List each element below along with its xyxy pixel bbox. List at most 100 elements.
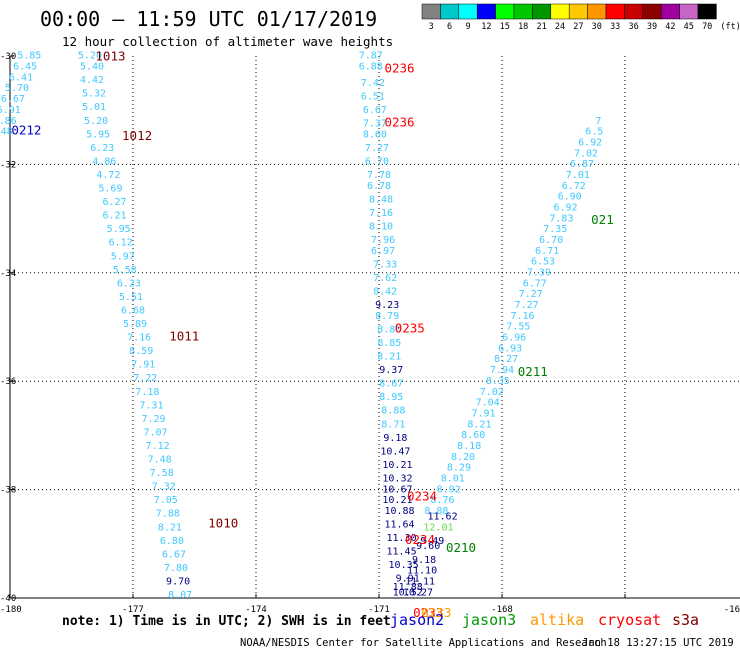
pass-label: 0233 <box>421 605 451 620</box>
wave-height-value: 7.02 <box>480 387 504 398</box>
wave-height-value: 6.80 <box>160 536 184 547</box>
satellite-cryosat: cryosat <box>598 611 661 629</box>
legend-label: 30 <box>592 22 602 32</box>
wave-height-value: 7.02 <box>574 148 598 159</box>
legend-swatch <box>421 3 441 20</box>
pass-label: 0235 <box>395 320 425 335</box>
wave-height-value: 12.01 <box>423 522 453 533</box>
wave-height-value: 11.10 <box>407 566 437 577</box>
wave-height-value: 7.35 <box>543 224 567 235</box>
legend-label: 27 <box>573 22 583 32</box>
wave-height-value: 9.91 <box>396 574 420 585</box>
wave-height-value: 8.60 <box>363 129 387 140</box>
legend-label: 39 <box>647 22 657 32</box>
wave-height-value: 7.05 <box>154 495 178 506</box>
wave-height-value: 5.20 <box>84 116 108 127</box>
wave-height-value: 8.95 <box>379 392 403 403</box>
wave-height-value: 6.12 <box>109 238 133 249</box>
satellite-tracks: 5.856.456.415.706.675.915.866.48 5.205.40… <box>0 51 603 601</box>
wave-height-value: 7.37 <box>363 118 387 129</box>
lon-label: -168 <box>491 605 513 615</box>
satellite-legend: jason2 jason3 altika cryosat s3a <box>390 611 699 629</box>
wave-height-value: 5.20 <box>78 51 102 62</box>
wave-height-value: 7.91 <box>472 408 496 419</box>
wave-height-value: 9.18 <box>383 433 407 444</box>
pass-label: 0212 <box>11 123 41 138</box>
wave-height-value: 7.78 <box>367 170 391 181</box>
wave-height-value: 11.45 <box>386 547 416 558</box>
legend-label: 18 <box>518 22 528 32</box>
lat-label: -30 <box>0 52 16 62</box>
wave-height-value: 7.39 <box>527 268 551 279</box>
wave-height-value: 6.68 <box>121 305 145 316</box>
footer-credit: NOAA/NESDIS Center for Satellite Applica… <box>240 637 607 649</box>
wave-height-value: 7.33 <box>373 259 397 270</box>
wave-height-value: 7.29 <box>141 414 165 425</box>
wave-height-value: 8.01 <box>441 473 465 484</box>
pass-label: 021 <box>591 212 614 227</box>
wave-height-value: 7.27 <box>365 143 389 154</box>
wave-height-value: 7.16 <box>369 208 393 219</box>
legend-label: 45 <box>684 22 694 32</box>
pass-label: 0234 <box>405 532 435 547</box>
track-0211: 8.888.768.928.018.298.208.188.608.217.91… <box>424 116 603 517</box>
track-1013-right: 5.205.404.425.325.015.205.956.234.864.72… <box>78 51 192 601</box>
wave-height-value: 7.32 <box>152 482 176 493</box>
wave-height-value: 9.60 <box>416 541 440 552</box>
wave-height-value: 8.80 <box>377 324 401 335</box>
map-title: 00:00 — 11:59 UTC 01/17/2019 <box>40 7 377 31</box>
legend-label: 21 <box>536 22 546 32</box>
legend-swatch <box>532 3 552 20</box>
map-subtitle: 12 hour collection of altimeter wave hei… <box>62 34 393 49</box>
wave-height-value: 8.71 <box>381 419 405 430</box>
wave-height-value: 7.48 <box>148 455 172 466</box>
wave-height-value: 6.97 <box>371 246 395 257</box>
track-1013-left: 5.856.456.415.706.675.915.866.48 <box>0 51 41 138</box>
legend-swatch <box>568 3 588 20</box>
wave-height-value: 7.16 <box>510 311 534 322</box>
wave-height-value: 7.91 <box>131 360 155 371</box>
lon-label: -16 <box>724 605 740 615</box>
pass-label: 1012 <box>122 128 152 143</box>
wave-height-value: 7.96 <box>371 235 395 246</box>
pass-labels: 1013 0212 1012 1011 1010 0236 0236 0235 0234 0234… <box>11 48 613 620</box>
wave-height-value: 8.59 <box>129 346 153 357</box>
wave-height-value: 8.60 <box>461 430 485 441</box>
wave-height-value: 8.20 <box>451 452 475 463</box>
wave-height-value: 11.30 <box>386 533 416 544</box>
wave-height-value: 6.96 <box>502 333 526 344</box>
legend-swatch <box>513 3 533 20</box>
wave-height-value: 7.55 <box>506 322 530 333</box>
wave-height-value: 7.18 <box>135 387 159 398</box>
legend-swatch <box>660 3 680 20</box>
legend-label: 15 <box>500 22 510 32</box>
legend-label: 36 <box>628 22 638 32</box>
wave-height-value: 6.27 <box>103 197 127 208</box>
wave-height-value: 6.77 <box>523 278 547 289</box>
legend-label: 24 <box>555 22 565 32</box>
legend-label: 42 <box>665 22 675 32</box>
legend-swatch <box>624 3 644 20</box>
pass-label: 0236 <box>384 114 414 129</box>
satellite-altika: altika <box>530 611 584 629</box>
wave-height-value: 10.32 <box>382 473 412 484</box>
wave-height-value: 6.93 <box>498 343 522 354</box>
wave-height-value: 6.67 <box>1 94 25 105</box>
wave-height-value: 9.49 <box>420 536 444 547</box>
legend-label: 12 <box>481 22 491 32</box>
wave-height-value: 11.11 <box>405 576 435 587</box>
wave-height-value: 5.89 <box>123 319 147 330</box>
wave-height-value: 8.48 <box>369 194 393 205</box>
wave-height-value: 10.88 <box>384 506 414 517</box>
wave-height-value: 6.71 <box>535 246 559 257</box>
pass-label: 0211 <box>518 364 548 379</box>
wave-height-value: 6.90 <box>558 192 582 203</box>
wave-height-value: 6.51 <box>361 91 385 102</box>
wave-height-value: 4.72 <box>96 170 120 181</box>
wave-height-value: 8.88 <box>381 406 405 417</box>
footer-timestamp: Jan 18 13:27:15 UTC 2019 <box>582 637 734 649</box>
wave-height-value: 7.88 <box>156 509 180 520</box>
legend-swatch <box>495 3 515 20</box>
wave-height-value: 6.88 <box>359 62 383 73</box>
map-background <box>10 56 740 598</box>
